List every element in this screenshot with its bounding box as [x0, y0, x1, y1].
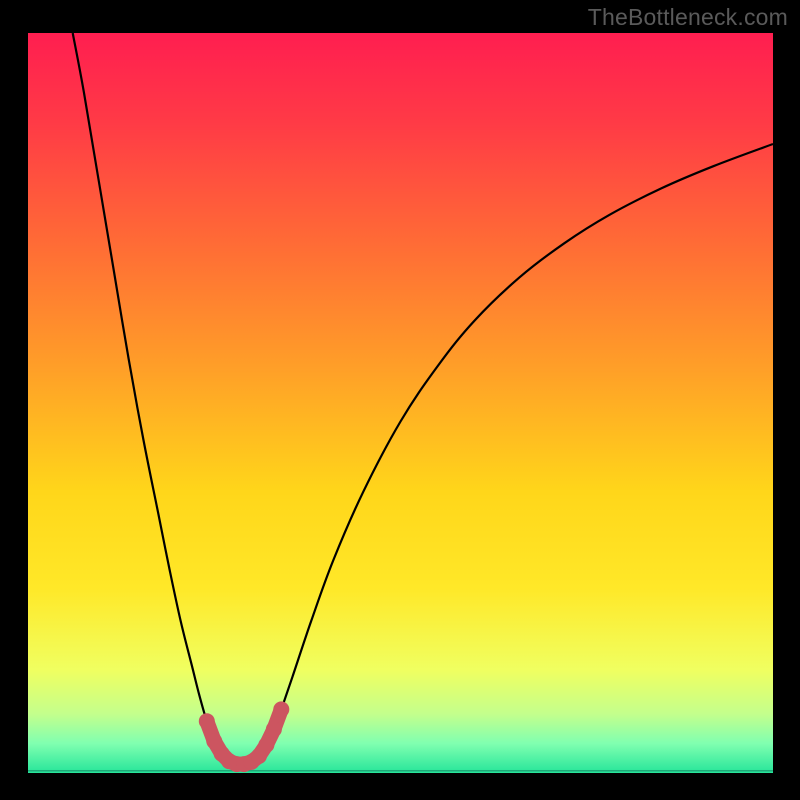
chart-background: [28, 33, 773, 773]
bottleneck-chart: [28, 33, 773, 773]
marker-dot: [273, 701, 289, 717]
watermark-text: TheBottleneck.com: [588, 4, 788, 31]
marker-dot: [199, 713, 215, 729]
stage: TheBottleneck.com: [0, 0, 800, 800]
marker-dot: [266, 721, 282, 737]
marker-dot: [258, 737, 274, 753]
plot-area: [28, 33, 773, 773]
